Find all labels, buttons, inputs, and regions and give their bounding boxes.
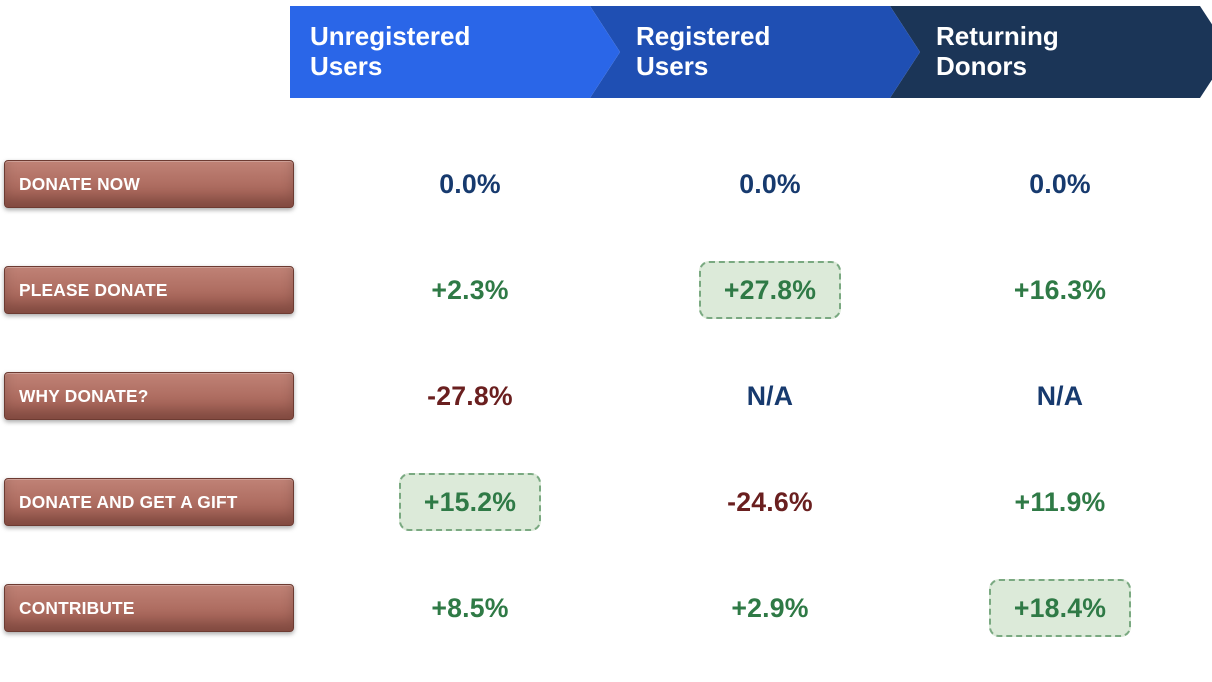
row-label-text: PLEASE DONATE xyxy=(19,280,168,301)
cell-text: +15.2% xyxy=(424,487,516,518)
cell-text: 0.0% xyxy=(739,169,801,200)
cell-text: +8.5% xyxy=(431,593,508,624)
cell-text: 0.0% xyxy=(439,169,501,200)
cell-text: -27.8% xyxy=(427,381,513,412)
cell-text: 0.0% xyxy=(1029,169,1091,200)
cell-value: +11.9% xyxy=(910,478,1210,526)
cell-text: N/A xyxy=(747,381,794,412)
stage-label: Returning Donors xyxy=(936,22,1059,82)
cell-text: +27.8% xyxy=(724,275,816,306)
cell-text: +2.3% xyxy=(431,275,508,306)
cell-text: -24.6% xyxy=(727,487,813,518)
cell-text: +11.9% xyxy=(1015,487,1106,518)
cell-value: 0.0% xyxy=(620,160,920,208)
cell-value: +18.4% xyxy=(910,584,1210,632)
cell-value: 0.0% xyxy=(910,160,1210,208)
cell-text: +2.9% xyxy=(731,593,808,624)
cell-value: N/A xyxy=(620,372,920,420)
row-label-please-donate: PLEASE DONATE xyxy=(4,266,294,314)
cell-value: +15.2% xyxy=(320,478,620,526)
cell-value: +16.3% xyxy=(910,266,1210,314)
row-label-donate-now: DONATE NOW xyxy=(4,160,294,208)
row-label-text: DONATE AND GET A GIFT xyxy=(19,492,238,513)
cell-value: -24.6% xyxy=(620,478,920,526)
stage-returning: Returning Donors xyxy=(890,6,1200,98)
cell-value: +8.5% xyxy=(320,584,620,632)
stage-label: Unregistered Users xyxy=(310,22,470,82)
row-label-donate-gift: DONATE AND GET A GIFT xyxy=(4,478,294,526)
cell-value: -27.8% xyxy=(320,372,620,420)
cell-value: +2.9% xyxy=(620,584,920,632)
row-label-contribute: CONTRIBUTE xyxy=(4,584,294,632)
cell-text: +18.4% xyxy=(1014,593,1106,624)
stage-unregistered: Unregistered Users xyxy=(290,6,590,98)
row-label-text: WHY DONATE? xyxy=(19,386,149,407)
cell-value: 0.0% xyxy=(320,160,620,208)
row-label-text: CONTRIBUTE xyxy=(19,598,135,619)
comparison-matrix: Unregistered Users Registered Users Retu… xyxy=(0,0,1212,682)
cell-text: +16.3% xyxy=(1014,275,1106,306)
row-label-text: DONATE NOW xyxy=(19,174,140,195)
cell-value: +2.3% xyxy=(320,266,620,314)
header-stages: Unregistered Users Registered Users Retu… xyxy=(290,6,1212,98)
cell-value: +27.8% xyxy=(620,266,920,314)
row-label-why-donate: WHY DONATE? xyxy=(4,372,294,420)
cell-text: N/A xyxy=(1037,381,1084,412)
stage-label: Registered Users xyxy=(636,22,770,82)
cell-value: N/A xyxy=(910,372,1210,420)
stage-registered: Registered Users xyxy=(590,6,890,98)
